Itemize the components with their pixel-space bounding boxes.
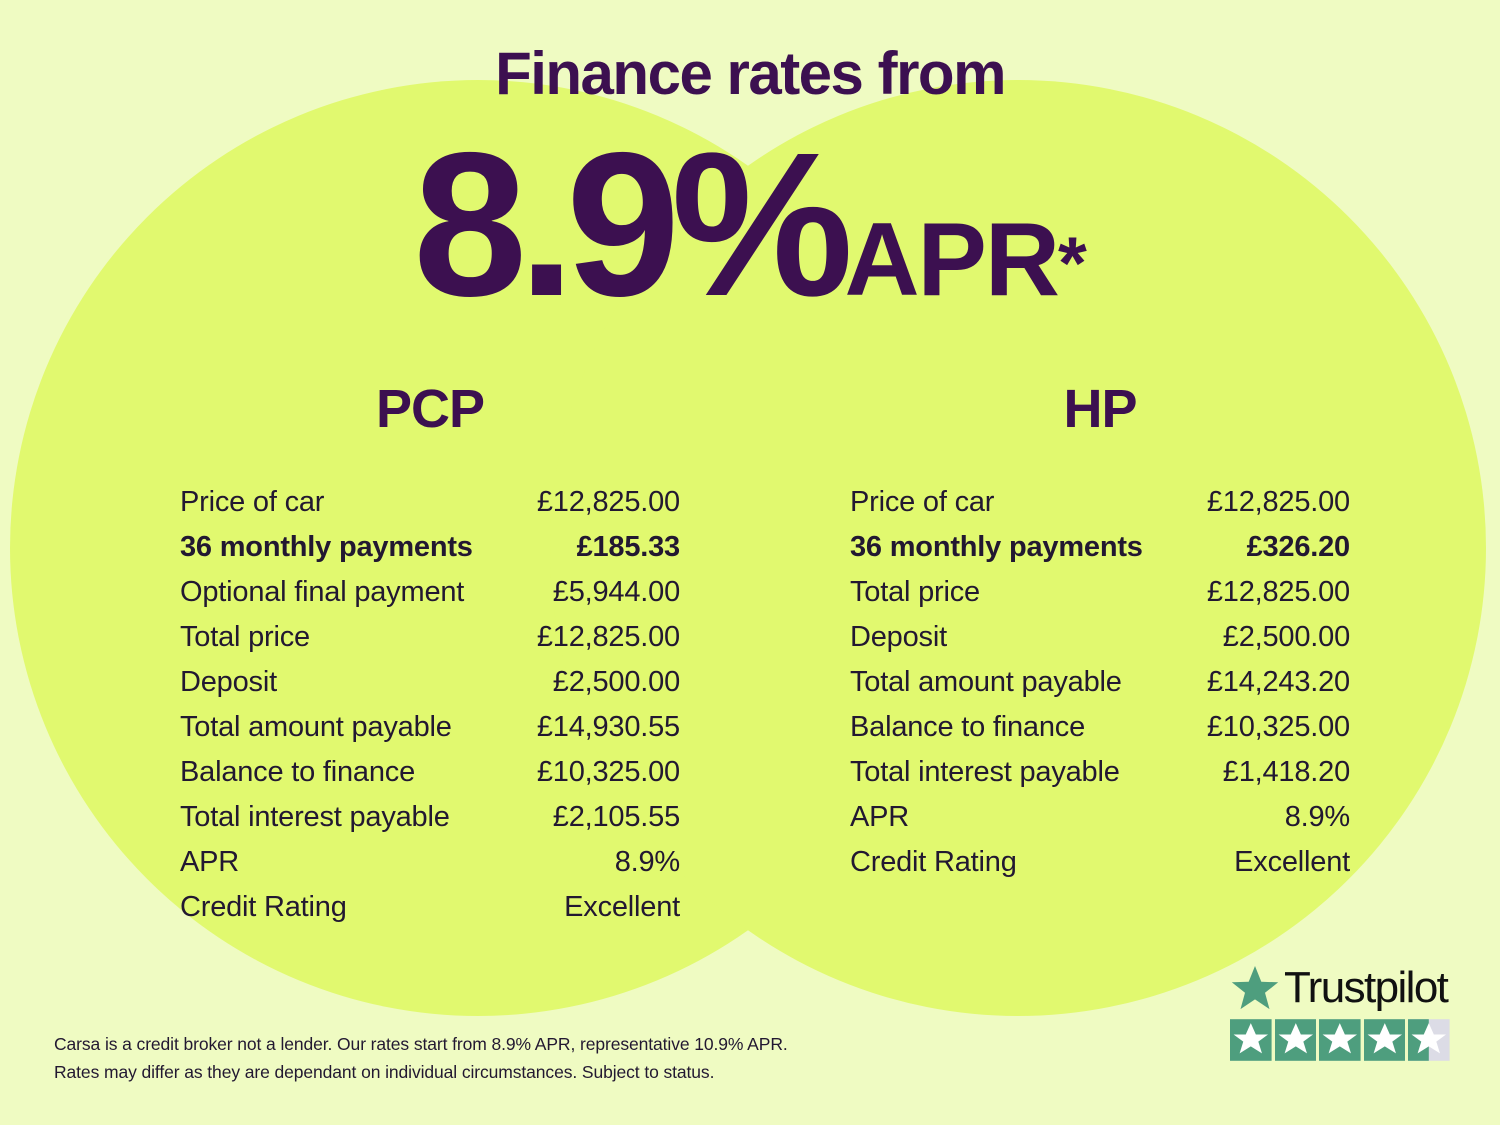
plan-row: Balance to finance £10,325.00 [180,750,680,795]
plan-row-label: Deposit [850,621,947,653]
plan-heading-hp: HP [1063,379,1137,439]
plan-row: Price of car £12,825.00 [180,480,680,525]
plan-row-label: APR [180,846,240,878]
plan-row: Credit Rating Excellent [850,840,1350,885]
plan-row-label: Price of car [180,486,325,518]
plan-row-value: £12,825.00 [1206,486,1350,518]
plan-row-value: £14,243.20 [1206,666,1350,698]
plan-row-label: Price of car [850,486,995,518]
plan-row-label: Total amount payable [850,666,1122,698]
rating-star-full [1363,1019,1406,1061]
plan-row-value: £2,500.00 [1222,621,1350,653]
plan-row-value: £326.20 [1246,531,1351,563]
trustpilot-rating-stars [1230,1019,1450,1061]
plan-row: Total amount payable £14,930.55 [180,705,680,750]
plan-row: Credit Rating Excellent [180,885,680,930]
plan-row-label: 36 monthly payments [180,531,473,563]
plan-row-label: Total interest payable [850,756,1120,788]
plan-row-label: Total price [850,576,980,608]
plan-row-value: £2,500.00 [552,666,680,698]
headline-rate-unit: APR [844,202,1060,318]
plan-row-label: Deposit [180,666,277,698]
plan-row-value: £1,418.20 [1222,756,1350,788]
disclaimer-line-1: Carsa is a credit broker not a lender. O… [54,1034,788,1054]
plan-table-hp: HP Price of car £12,825.00 36 monthly paym… [850,382,1350,885]
plan-row: 36 monthly payments £185.33 [180,525,680,570]
rating-star-full [1319,1019,1361,1061]
plan-row-label: Credit Rating [850,846,1017,878]
plan-row: APR 8.9% [850,795,1350,840]
plan-row-label: Total amount payable [180,711,452,743]
plan-row: Total price £12,825.00 [180,615,680,660]
plan-row: Deposit £2,500.00 [850,615,1350,660]
disclaimer: Carsa is a credit broker not a lender. O… [54,1030,874,1087]
plan-row-value: £12,825.00 [1206,576,1350,608]
trustpilot-name: Trustpilot [1284,963,1449,1012]
headline-rate-value: 8.9% [413,110,853,339]
plan-row: Balance to finance £10,325.00 [850,705,1350,750]
plan-row-value: £12,825.00 [536,486,680,518]
plan-row: 36 monthly payments £326.20 [850,525,1350,570]
plan-heading-pcp: PCP [375,379,485,439]
headline-footnote-marker: * [1058,221,1087,305]
plan-row-value: £2,105.55 [552,801,680,833]
plan-row: Total price £12,825.00 [850,570,1350,615]
trustpilot-star-icon [1231,966,1279,1010]
plan-row-value: £12,825.00 [536,621,680,653]
plan-row: Total amount payable £14,243.20 [850,660,1350,705]
plan-row: Total interest payable £1,418.20 [850,750,1350,795]
plan-row-value: £185.33 [576,531,681,563]
plan-row-label: Optional final payment [180,576,465,608]
plan-row-label: Total price [180,621,310,653]
background-circle-right [550,80,1486,1016]
plan-row-value: £5,944.00 [552,576,680,608]
headline-rate: 8.9%APR* [0,122,1500,327]
rating-star-full [1274,1019,1317,1061]
plan-row-label: 36 monthly payments [850,531,1143,563]
plan-row-value: £14,930.55 [536,711,680,743]
rating-star-half [1408,1019,1450,1061]
plan-rows-pcp: Price of car £12,825.00 36 monthly payment… [180,480,680,930]
plan-row: Price of car £12,825.00 [850,480,1350,525]
disclaimer-line-2: Rates may differ as they are dependant o… [54,1062,715,1083]
trustpilot-widget[interactable]: Trustpilot [1230,963,1450,1061]
plan-row-label: Balance to finance [180,756,416,788]
plan-row-value: Excellent [564,891,680,923]
plan-table-pcp: PCP Price of car £12,825.00 36 monthly pay… [180,382,680,930]
plan-row: Deposit £2,500.00 [180,660,680,705]
plan-row-label: Credit Rating [180,891,347,923]
plan-row: Optional final payment £5,944.00 [180,570,680,615]
page-title: Finance rates from [495,40,1006,107]
plan-row-value: 8.9% [614,846,681,878]
rating-star-full [1230,1019,1272,1061]
plan-row-value: £10,325.00 [536,756,680,788]
plan-row-label: Total interest payable [180,801,450,833]
plan-row: Total interest payable £2,105.55 [180,795,680,840]
plan-row: APR 8.9% [180,840,680,885]
plan-row-value: 8.9% [1284,801,1351,833]
plan-row-value: £10,325.00 [1206,711,1350,743]
trustpilot-wordmark: Trustpilot [1230,963,1450,1013]
plan-rows-hp: Price of car £12,825.00 36 monthly payment… [850,480,1350,885]
plan-row-value: Excellent [1234,846,1350,878]
plan-row-label: APR [850,801,910,833]
plan-row-label: Balance to finance [850,711,1086,743]
